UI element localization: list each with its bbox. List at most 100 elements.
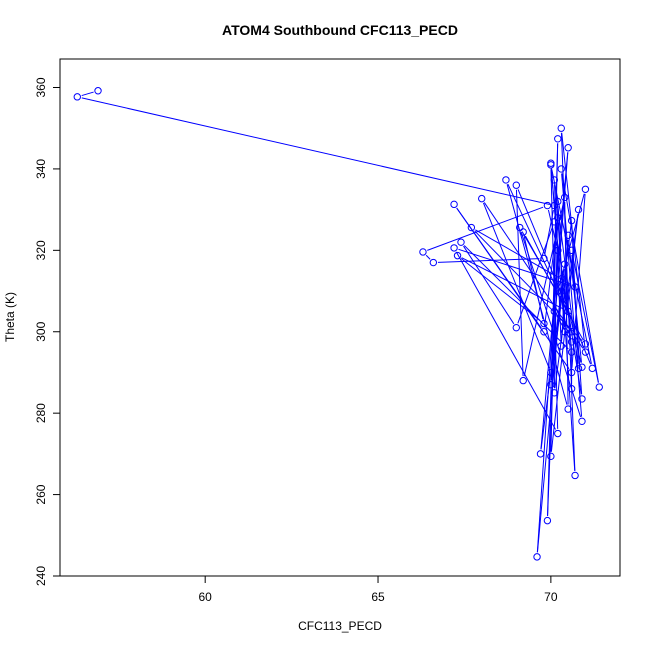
data-point xyxy=(516,223,524,232)
data-point xyxy=(547,368,555,377)
data-point xyxy=(536,450,545,458)
data-point xyxy=(550,218,559,226)
data-point xyxy=(578,363,586,371)
y-axis: 240 260 280 300 320 340 360 xyxy=(34,77,61,586)
series-segment xyxy=(455,251,556,430)
data-point xyxy=(557,342,565,350)
y-tick-label: 300 xyxy=(34,321,48,341)
data-point xyxy=(560,260,569,268)
data-point xyxy=(429,258,438,267)
data-point xyxy=(564,144,572,152)
x-tick-label: 70 xyxy=(544,590,558,604)
data-point xyxy=(543,516,552,525)
data-point xyxy=(450,244,458,252)
series-segment xyxy=(572,254,599,383)
data-point xyxy=(571,471,579,480)
data-point xyxy=(554,429,562,438)
data-point xyxy=(554,246,562,255)
data-point xyxy=(564,231,572,239)
series-line-group xyxy=(81,91,599,553)
data-point xyxy=(547,452,555,461)
data-point xyxy=(547,380,555,389)
data-point xyxy=(519,376,527,385)
series-segment xyxy=(558,193,585,287)
series-segment xyxy=(81,91,94,97)
series-segment xyxy=(550,169,559,429)
data-point xyxy=(554,135,562,143)
chart-title: ATOM4 Southbound CFC113_PECD xyxy=(222,22,458,38)
data-point xyxy=(419,248,427,256)
y-tick-label: 320 xyxy=(34,240,48,260)
data-point xyxy=(581,185,590,193)
data-point xyxy=(567,385,576,393)
data-point xyxy=(550,176,559,184)
data-point xyxy=(557,165,565,173)
x-tick-label: 65 xyxy=(371,590,385,604)
series-segment xyxy=(460,258,541,322)
data-point xyxy=(547,161,555,169)
series-segment xyxy=(561,283,582,363)
data-point xyxy=(560,193,569,202)
series-segment xyxy=(523,201,565,377)
data-point xyxy=(543,201,552,210)
series-segment xyxy=(521,231,567,308)
series-point-group xyxy=(73,87,603,561)
data-point xyxy=(557,287,565,295)
data-point xyxy=(567,338,576,346)
y-tick-label: 360 xyxy=(34,77,48,97)
y-tick-label: 340 xyxy=(34,159,48,179)
data-point xyxy=(581,340,590,348)
data-point xyxy=(564,405,572,413)
series-segment xyxy=(571,193,586,368)
data-point xyxy=(533,553,541,561)
data-point xyxy=(557,275,565,283)
series-segment xyxy=(81,97,550,206)
data-point xyxy=(557,124,565,132)
data-point xyxy=(467,223,476,232)
data-point xyxy=(554,197,562,206)
data-point xyxy=(588,364,597,373)
series-segment xyxy=(556,314,570,329)
y-axis-label: Theta (K) xyxy=(3,292,17,342)
data-point xyxy=(540,328,548,336)
data-point xyxy=(578,417,586,426)
series-segment xyxy=(463,245,515,325)
y-tick-label: 280 xyxy=(34,403,48,423)
data-point xyxy=(512,323,520,332)
data-point xyxy=(567,368,576,377)
data-point xyxy=(595,383,603,391)
series-segment xyxy=(554,184,562,342)
data-point xyxy=(550,307,559,316)
data-point xyxy=(567,216,576,225)
series-segment xyxy=(515,189,524,377)
data-point xyxy=(571,283,579,291)
series-segment xyxy=(458,248,571,287)
series-segment xyxy=(461,257,565,310)
data-point xyxy=(554,287,562,295)
series-segment xyxy=(425,254,431,260)
y-tick-label: 240 xyxy=(34,566,48,586)
data-point xyxy=(567,246,576,255)
data-point xyxy=(574,205,583,214)
series-segment xyxy=(517,225,554,324)
series-segment xyxy=(427,206,544,251)
data-point xyxy=(94,87,102,95)
data-point xyxy=(457,238,465,246)
series-segment xyxy=(561,283,572,328)
data-point xyxy=(540,254,548,263)
data-point xyxy=(560,328,569,336)
data-point xyxy=(567,348,576,356)
data-point xyxy=(564,307,572,316)
series-segment xyxy=(571,225,579,364)
data-point xyxy=(581,348,590,356)
series-segment xyxy=(475,229,572,286)
series-segment xyxy=(568,239,582,363)
x-axis-label: CFC113_PECD xyxy=(298,619,382,633)
data-point xyxy=(450,200,458,209)
data-point xyxy=(540,319,548,328)
data-point xyxy=(512,181,520,189)
x-tick-label: 60 xyxy=(199,590,213,604)
series-segment xyxy=(561,173,599,383)
data-point xyxy=(478,194,486,203)
